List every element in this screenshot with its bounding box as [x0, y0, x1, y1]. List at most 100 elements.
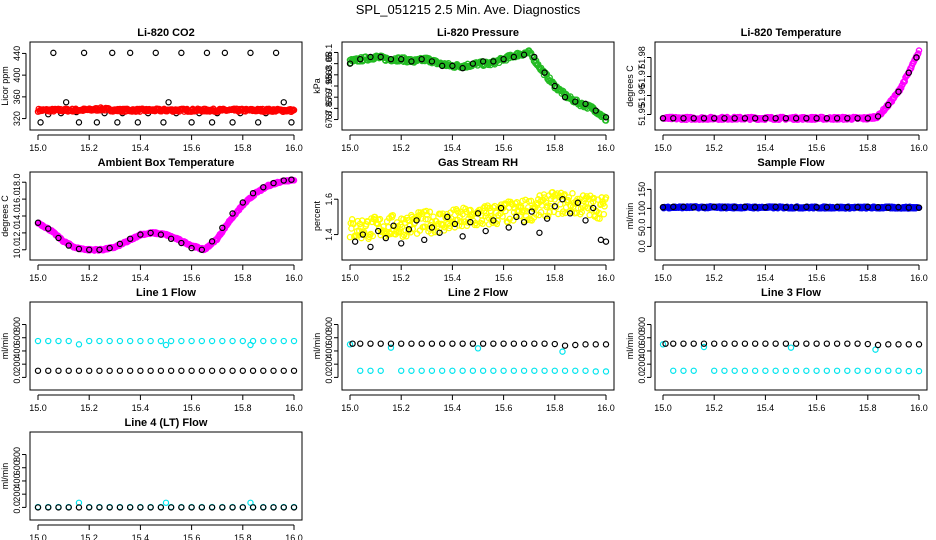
data-point: [167, 367, 175, 374]
x-tick-label: 16.0: [285, 143, 303, 153]
data-point: [782, 115, 790, 122]
data-point: [229, 504, 236, 511]
y-tick-label: 400: [12, 68, 22, 83]
data-point: [208, 119, 216, 126]
raw-point: [398, 223, 406, 231]
data-point: [208, 367, 216, 374]
y-tick-label: 67.9: [324, 88, 334, 106]
chart-panel-1: Li-820 CO2 15.0 15.2 15.4 15.6 15.8 16.0 320 360…: [0, 27, 303, 153]
x-tick-label: 15.8: [546, 143, 564, 153]
y-tick-label: 400: [324, 343, 334, 358]
data-point: [80, 49, 88, 57]
x-tick-label: 15.4: [757, 143, 775, 153]
data-point: [543, 215, 551, 222]
chart-panel-3: Li-820 Temperature 15.0 15.2 15.4 15.6 15.8 16…: [625, 27, 928, 153]
raw-point: [464, 219, 471, 226]
data-point: [198, 337, 206, 345]
data-point: [219, 367, 226, 374]
data-point: [55, 337, 62, 345]
chart-panel-5: Gas Stream RH 15.0 15.2 15.4 15.6 15.8 16.0 1.4…: [312, 157, 615, 283]
data-point: [126, 337, 134, 345]
y-tick-label: 400: [12, 343, 22, 358]
data-point: [428, 224, 436, 231]
data-point: [157, 231, 165, 238]
y-tick-label: 1.6: [324, 193, 334, 206]
data-point: [346, 60, 354, 67]
data-point: [592, 107, 599, 114]
data-point: [772, 340, 779, 347]
x-tick-label: 16.0: [910, 273, 928, 283]
data-point: [219, 337, 226, 345]
data-point: [792, 367, 800, 374]
data-point: [239, 337, 246, 345]
x-tick-label: 15.0: [654, 143, 672, 153]
data-point: [137, 231, 144, 238]
y-tick-label: 400: [12, 473, 22, 488]
data-point: [116, 337, 124, 345]
data-point: [520, 367, 528, 374]
data-point: [582, 100, 589, 108]
chart-panel-9: Line 3 Flow 15.0 15.2 15.4 15.6 15.8 16.0 0.020…: [625, 287, 928, 413]
data-point: [662, 340, 669, 347]
data-point: [700, 115, 708, 122]
data-point: [55, 234, 62, 242]
data-point: [751, 340, 759, 347]
data-point: [520, 340, 528, 347]
x-tick-label: 15.6: [183, 403, 201, 413]
data-point: [208, 337, 216, 345]
data-point: [96, 246, 103, 253]
data-point: [45, 367, 52, 374]
x-tick-label: 15.6: [495, 403, 513, 413]
data-point: [65, 504, 72, 511]
data-point: [885, 367, 892, 374]
chart-title: Gas Stream RH: [438, 157, 518, 169]
y-tick-label: 150: [637, 182, 647, 197]
data-point: [37, 119, 44, 126]
data-point: [566, 210, 574, 217]
data-point: [451, 220, 459, 228]
plot-area: [346, 188, 610, 251]
data-point: [85, 504, 93, 511]
raw-point: [600, 211, 608, 218]
data-point: [721, 115, 728, 122]
data-point: [905, 69, 912, 76]
y-tick-label: 68.0: [324, 66, 334, 84]
data-point: [157, 337, 165, 345]
data-point: [65, 242, 72, 249]
data-point: [592, 368, 599, 375]
data-point: [541, 340, 548, 347]
raw-point: [502, 207, 509, 215]
data-point: [582, 367, 589, 374]
y-tick-label: 600: [12, 330, 22, 345]
data-point: [813, 204, 820, 211]
data-point: [854, 204, 861, 211]
data-point: [157, 367, 165, 374]
data-point: [874, 367, 882, 374]
data-point: [188, 119, 195, 126]
data-point: [357, 367, 364, 374]
x-tick-label: 15.8: [234, 273, 252, 283]
data-point: [541, 367, 548, 374]
y-tick-label: 10.0: [12, 241, 22, 259]
y-tick-label: 600: [637, 330, 647, 345]
y-tick-label: 800: [12, 317, 22, 332]
raw-point: [537, 208, 545, 216]
data-point: [280, 99, 287, 106]
data-point: [357, 340, 364, 347]
data-point: [374, 227, 382, 235]
data-point: [162, 499, 170, 506]
y-tick-label: 320: [12, 111, 22, 126]
data-point: [844, 204, 851, 211]
y-axis-label: ml/min: [625, 203, 635, 230]
y-axis-label: ml/min: [625, 333, 635, 360]
x-tick-label: 16.0: [597, 143, 615, 153]
y-tick-label: 400: [637, 343, 647, 358]
data-point: [762, 115, 769, 122]
data-point: [559, 348, 566, 355]
data-point: [357, 55, 364, 63]
y-tick-label: 800: [637, 317, 647, 332]
data-point: [731, 115, 738, 122]
x-tick-label: 15.4: [444, 403, 462, 413]
y-tick-label: 0.0: [12, 501, 22, 514]
data-point: [659, 204, 667, 211]
